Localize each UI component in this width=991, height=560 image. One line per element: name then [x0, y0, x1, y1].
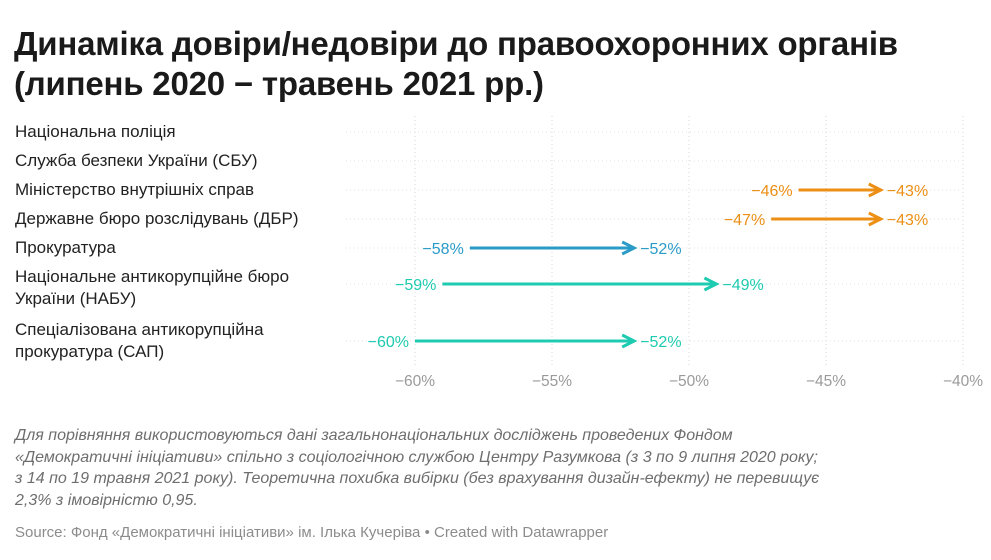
start-value-label: −58% [422, 241, 463, 258]
row-label: Державне бюро розслідувань (ДБР) [15, 208, 299, 230]
row-label-line: Прокуратура [15, 238, 116, 257]
arrow-mark: −47% −43% [724, 211, 928, 229]
note-line-4: 2,3% з імовірністю 0,95. [15, 491, 198, 509]
x-tick-label: −55% [532, 373, 572, 390]
plot-area: −60%−55%−50%−45%−40%−35%−30%−25%−20% −25… [346, 116, 983, 390]
note-line-1: Для порівняння використовуються дані заг… [15, 427, 733, 444]
start-value-label: −46% [751, 183, 792, 200]
row-label-line: Спеціалізована антикорупційна [15, 320, 264, 339]
row-label-line: Міністерство внутрішніх справ [15, 180, 255, 199]
end-value-label: −43% [887, 212, 928, 229]
source-credit: Source: Фонд «Демократичні ініціативи» і… [15, 524, 609, 541]
x-tick-label: −60% [395, 373, 435, 390]
end-value-label: −52% [640, 334, 681, 351]
arrow-mark: −46% −43% [751, 182, 928, 200]
row-label: Спеціалізована антикорупційна прокуратура… [15, 319, 264, 363]
x-tick-label: −45% [806, 373, 846, 390]
arrow-head [868, 211, 885, 227]
row-label-line: Служба безпеки України (СБУ) [15, 151, 258, 170]
row-label: Національна поліція [15, 121, 176, 143]
row-label-line: Державне бюро розслідувань (ДБР) [15, 209, 299, 228]
methodology-note: Для порівняння використовуються дані заг… [15, 425, 980, 511]
start-value-label: −59% [395, 277, 436, 294]
row-label-line: прокуратура (САП) [15, 342, 165, 361]
arrow-marks: −25%−31%−25%−31%−46%−43%−47%−43%−58%−52%… [368, 182, 928, 351]
row-label-line: Національне антикорупційне бюро [15, 267, 290, 286]
end-value-label: −49% [722, 277, 763, 294]
chart-title-line-1: Динаміка довіри/недовіри до правоохоронн… [14, 25, 898, 62]
grid-lines [346, 116, 964, 366]
arrow-head [703, 276, 720, 292]
end-value-label: −43% [887, 183, 928, 200]
row-label: Служба безпеки України (СБУ) [15, 150, 258, 172]
arrow-head [868, 182, 885, 198]
x-tick-label: −40% [943, 373, 983, 390]
arrow-head [621, 240, 638, 256]
x-tick-label: −50% [669, 373, 709, 390]
row-label-line: Національна поліція [15, 122, 176, 141]
arrow-chart: Національна поліція Служба безпеки Україн… [0, 112, 991, 402]
chart-title: Динаміка довіри/недовіри до правоохоронн… [14, 24, 979, 104]
arrow-mark: −58% −52% [422, 240, 682, 258]
row-label-line: України (НАБУ) [15, 289, 137, 308]
arrow-mark: −60% −52% [368, 333, 682, 351]
note-line-2: «Демократичні ініціативи» спільно з соці… [15, 448, 818, 466]
start-value-label: −47% [724, 212, 765, 229]
chart-title-line-2: (липень 2020 − травень 2021 рр.) [14, 65, 544, 102]
row-label: Прокуратура [15, 237, 116, 259]
start-value-label: −60% [368, 334, 409, 351]
note-line-3: з 14 по 19 травня 2021 року). Теоретична… [15, 470, 820, 487]
x-axis: −60%−55%−50%−45%−40%−35%−30%−25%−20% [395, 373, 983, 390]
end-value-label: −52% [640, 241, 681, 258]
row-label: Національне антикорупційне бюро України (… [15, 266, 289, 310]
arrow-mark: −59% −49% [395, 276, 764, 294]
row-label: Міністерство внутрішніх справ [15, 179, 254, 201]
arrow-head [621, 333, 638, 349]
